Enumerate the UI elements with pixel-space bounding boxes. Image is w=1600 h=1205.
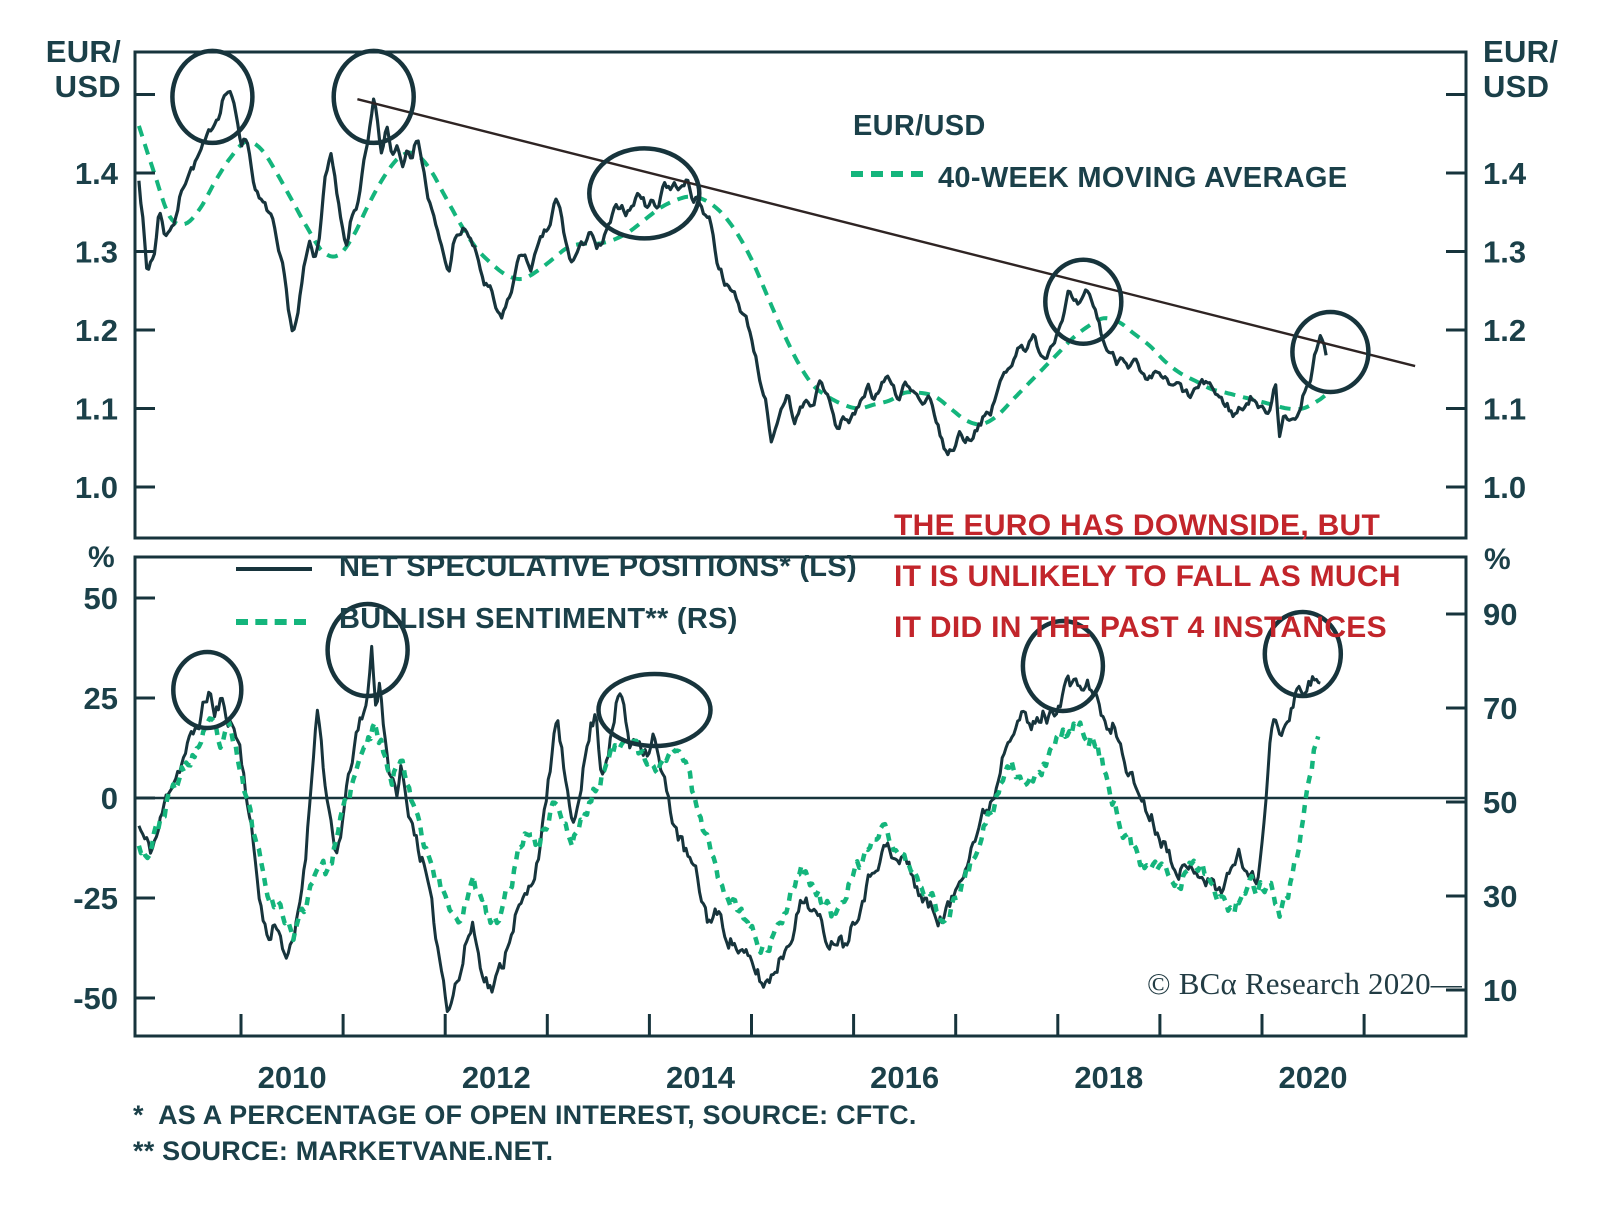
y-tick-label-left: -50 (73, 981, 118, 1016)
peak-circle-bottom (596, 671, 713, 749)
bottom-right-axis-unit: % (1484, 543, 1511, 576)
annotation-euro-downside: THE EURO HAS DOWNSIDE, BUT IT IS UNLIKEL… (894, 500, 1454, 653)
y-tick-label-left: 50 (84, 581, 118, 616)
y-tick-label-right: 30 (1483, 879, 1517, 914)
y-tick-label-left: 1.3 (75, 235, 118, 270)
x-tick-label: 2010 (258, 1060, 327, 1095)
net-positions-line (137, 644, 1321, 1013)
copyright-bca-research: © BCα Research 2020— (1147, 966, 1462, 1001)
y-tick-label-right: 1.3 (1483, 235, 1526, 270)
top-right-axis-unit: EUR/ USD (1483, 34, 1558, 104)
x-tick-label: 2018 (1074, 1060, 1143, 1095)
x-tick-label: 2014 (666, 1060, 736, 1095)
y-tick-label-left: 1.0 (75, 470, 118, 505)
peak-circle-top (587, 146, 702, 241)
net-positions-line-sample (236, 567, 312, 571)
sentiment-dash-sample (236, 619, 306, 625)
downtrend-line (357, 98, 1416, 368)
eurusd-line (137, 89, 1328, 457)
x-tick-label: 2020 (1279, 1060, 1348, 1095)
y-tick-label-right: 70 (1483, 691, 1517, 726)
bottom-panel-series (136, 644, 1321, 1013)
moving-average-dash-sample (851, 171, 923, 177)
bottom-left-axis-unit: % (88, 541, 115, 574)
y-tick-label-right: 10 (1483, 973, 1517, 1008)
legend-sentiment-label: BULLISH SENTIMENT** (RS) (339, 603, 738, 635)
moving-average-line (136, 125, 1330, 427)
peak-circle-bottom (171, 649, 244, 731)
footnote-marketvane: ** SOURCE: MARKETVANE.NET. (133, 1136, 554, 1166)
top-panel-border (133, 50, 1468, 540)
y-tick-label-right: 90 (1483, 597, 1517, 632)
y-tick-label-right: 50 (1483, 785, 1517, 820)
annotation-line-2: IT IS UNLIKELY TO FALL AS MUCH (894, 560, 1401, 593)
y-tick-label-left: 25 (84, 681, 118, 716)
annotation-line-3: IT DID IN THE PAST 4 INSTANCES (894, 611, 1387, 644)
legend-eurusd-label: EUR/USD (853, 110, 986, 142)
peak-circle-bottom (325, 601, 410, 699)
y-tick-label-left: 1.1 (75, 392, 118, 427)
peak-circle-top (1290, 309, 1371, 395)
y-tick-label-right: 1.1 (1483, 392, 1526, 427)
y-tick-label-right: 1.2 (1483, 313, 1526, 348)
y-tick-label-left: 1.2 (75, 313, 118, 348)
x-tick-label: 2016 (870, 1060, 939, 1095)
y-tick-label-left: 0 (101, 781, 118, 816)
y-tick-label-left: -25 (73, 881, 118, 916)
peak-circle-bottom (1262, 609, 1344, 699)
peak-circle-bottom (1020, 618, 1106, 714)
footnote-open-interest: * AS A PERCENTAGE OF OPEN INTEREST, SOUR… (133, 1100, 917, 1130)
axis-unit-line1: EUR/ (45, 34, 121, 69)
y-tick-label-right: 1.4 (1483, 156, 1527, 191)
axis-unit-line2: USD (54, 69, 121, 104)
y-tick-label-left: 1.4 (75, 156, 119, 191)
top-left-axis-unit: EUR/ USD (25, 34, 121, 104)
x-tick-label: 2012 (462, 1060, 531, 1095)
top-panel-series (136, 89, 1330, 457)
peak-circle-top (1043, 257, 1124, 346)
sentiment-line (136, 716, 1321, 956)
axis-unit-line1: EUR/ (1483, 34, 1559, 69)
peak-circle-top (331, 48, 416, 146)
legend-moving-average-label: 40-WEEK MOVING AVERAGE (938, 162, 1348, 194)
legend-net-positions-label: NET SPECULATIVE POSITIONS* (LS) (339, 551, 857, 583)
y-tick-label-right: 1.0 (1483, 470, 1526, 505)
axis-unit-line2: USD (1483, 69, 1550, 104)
annotation-line-1: THE EURO HAS DOWNSIDE, BUT (894, 509, 1381, 542)
